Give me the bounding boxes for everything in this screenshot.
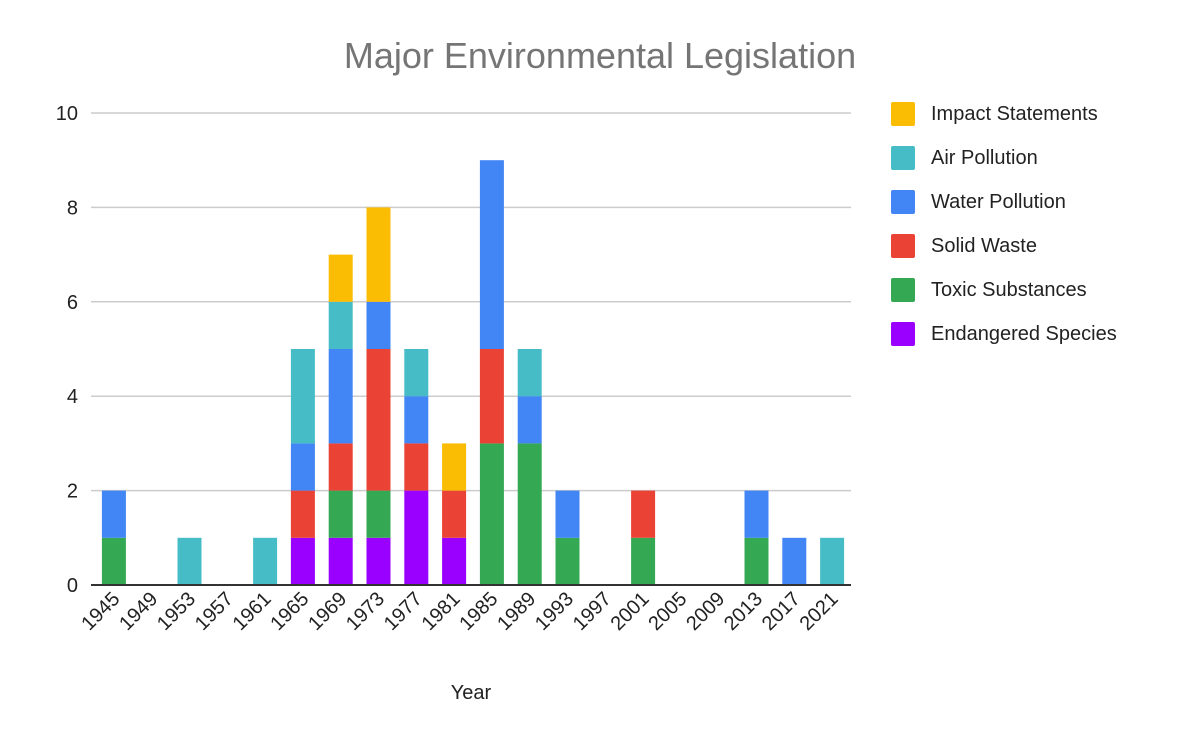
bar-segment-toxic-substances-2001 <box>631 537 656 585</box>
x-tick-label: 1965 <box>266 588 313 635</box>
bar-segment-water-pollution-1965 <box>290 443 315 491</box>
bar-segment-water-pollution-1993 <box>555 490 580 538</box>
y-tick-label: 4 <box>67 386 78 408</box>
bar-segment-toxic-substances-1993 <box>555 537 580 585</box>
x-tick-label: 1993 <box>531 588 578 635</box>
bar-segment-air-pollution-1977 <box>404 349 429 397</box>
bar-segment-air-pollution-1953 <box>177 537 202 585</box>
bar-segment-air-pollution-1969 <box>328 301 353 349</box>
bar-segment-toxic-substances-1973 <box>366 490 391 538</box>
legend-swatch <box>891 190 915 214</box>
bar-segment-toxic-substances-1989 <box>517 443 542 585</box>
bar-segment-water-pollution-2013 <box>744 490 769 538</box>
bar-segment-water-pollution-1969 <box>328 349 353 444</box>
legend-label: Water Pollution <box>931 191 1066 213</box>
x-axis-ticks: 1945194919531957196119651969197319771981… <box>77 588 842 635</box>
bar-segment-impact-statements-1981 <box>442 443 467 491</box>
bar-segment-toxic-substances-1985 <box>479 443 504 585</box>
x-tick-label: 1981 <box>418 588 465 635</box>
x-tick-label: 1949 <box>115 588 162 635</box>
y-tick-label: 6 <box>67 292 78 314</box>
x-tick-label: 2013 <box>720 588 767 635</box>
bar-segment-endangered-species-1973 <box>366 537 391 585</box>
chart-title: Major Environmental Legislation <box>344 35 856 76</box>
y-axis-ticks: 0 2 4 6 8 10 <box>56 103 78 597</box>
x-axis-title: Year <box>451 682 492 704</box>
bar-segment-solid-waste-1973 <box>366 349 391 491</box>
bar-segment-endangered-species-1977 <box>404 490 429 585</box>
bar-segment-water-pollution-1977 <box>404 396 429 444</box>
x-tick-label: 1957 <box>191 588 238 635</box>
bar-segment-air-pollution-2021 <box>820 537 845 585</box>
x-tick-label: 2005 <box>644 588 691 635</box>
bar-segment-water-pollution-1985 <box>479 160 504 349</box>
x-tick-label: 1989 <box>493 588 540 635</box>
bars <box>101 160 845 585</box>
bar-segment-air-pollution-1961 <box>253 537 278 585</box>
legend-label: Toxic Substances <box>931 279 1087 301</box>
legend: Impact Statements Air Pollution Water Poll… <box>891 102 1117 346</box>
bar-segment-toxic-substances-1945 <box>101 537 126 585</box>
bar-segment-toxic-substances-1969 <box>328 490 353 538</box>
legend-label: Impact Statements <box>931 103 1098 125</box>
y-tick-label: 10 <box>56 103 78 125</box>
bar-segment-air-pollution-1965 <box>290 349 315 444</box>
bar-segment-solid-waste-1969 <box>328 443 353 491</box>
legend-swatch <box>891 278 915 302</box>
bar-segment-air-pollution-1989 <box>517 349 542 397</box>
legend-label: Solid Waste <box>931 235 1037 257</box>
x-tick-label: 1961 <box>229 588 276 635</box>
bar-segment-water-pollution-2017 <box>782 537 807 585</box>
legend-label: Endangered Species <box>931 323 1117 345</box>
x-tick-label: 2017 <box>758 588 805 635</box>
x-tick-label: 2009 <box>682 588 729 635</box>
bar-segment-solid-waste-1981 <box>442 490 467 538</box>
bar-segment-impact-statements-1969 <box>328 254 353 302</box>
bar-segment-endangered-species-1969 <box>328 537 353 585</box>
gridlines <box>91 112 851 492</box>
y-tick-label: 8 <box>67 197 78 219</box>
x-tick-label: 2021 <box>796 588 843 635</box>
bar-segment-endangered-species-1981 <box>442 537 467 585</box>
bar-segment-toxic-substances-2013 <box>744 537 769 585</box>
bar-segment-solid-waste-1965 <box>290 490 315 538</box>
bar-segment-water-pollution-1973 <box>366 301 391 349</box>
x-tick-label: 1969 <box>304 588 351 635</box>
x-tick-label: 1973 <box>342 588 389 635</box>
legend-swatch <box>891 322 915 346</box>
legend-label: Air Pollution <box>931 147 1038 169</box>
x-tick-label: 1985 <box>455 588 502 635</box>
x-tick-label: 2001 <box>607 588 654 635</box>
legend-swatch <box>891 234 915 258</box>
x-tick-label: 1945 <box>77 588 124 635</box>
bar-segment-solid-waste-1977 <box>404 443 429 491</box>
y-tick-label: 2 <box>67 481 78 503</box>
bar-segment-impact-statements-1973 <box>366 207 391 302</box>
bar-segment-solid-waste-2001 <box>631 490 656 538</box>
x-tick-label: 1977 <box>380 588 427 635</box>
legend-swatch <box>891 102 915 126</box>
legend-swatch <box>891 146 915 170</box>
bar-segment-water-pollution-1989 <box>517 396 542 444</box>
y-tick-label: 0 <box>67 575 78 597</box>
bar-segment-solid-waste-1985 <box>479 349 504 444</box>
x-tick-label: 1953 <box>153 588 200 635</box>
bar-segment-endangered-species-1965 <box>290 537 315 585</box>
bar-segment-water-pollution-1945 <box>101 490 126 538</box>
x-tick-label: 1997 <box>569 588 616 635</box>
